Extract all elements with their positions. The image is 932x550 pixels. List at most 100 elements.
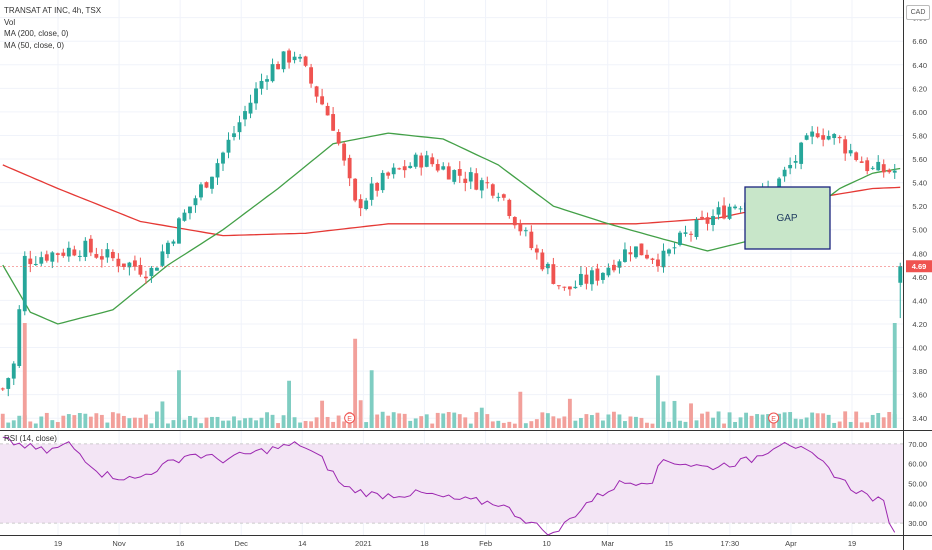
volume-bar [309, 421, 314, 428]
candle-body [182, 212, 187, 221]
candle-body [221, 152, 225, 164]
volume-bar [512, 423, 517, 428]
candle-body [199, 184, 203, 198]
time-tick: 19 [848, 539, 856, 548]
volume-bar [33, 423, 38, 428]
volume-spike [177, 370, 181, 428]
candle-body [810, 131, 815, 137]
candle-body [149, 267, 154, 277]
volume-bar [121, 415, 126, 428]
candle-body [50, 252, 55, 262]
candle-body [876, 161, 881, 171]
candle-body [0, 388, 5, 390]
volume-bar [171, 420, 176, 428]
volume-bar [799, 419, 804, 428]
rsi-tick: 70.00 [908, 440, 927, 449]
volume-bar [61, 415, 66, 428]
volume-bar [507, 421, 512, 428]
price-tick: 4.00 [912, 344, 927, 353]
volume-bar [667, 421, 671, 428]
candle-body [248, 102, 253, 114]
candle-body [281, 51, 286, 70]
volume-bar [199, 423, 203, 428]
rsi-legend[interactable]: RSI (14, close) [4, 434, 57, 443]
candle-body [121, 263, 126, 267]
volume-bar [435, 412, 440, 428]
candle-body [358, 199, 363, 209]
volume-bar [705, 411, 710, 428]
candle-body [733, 206, 737, 209]
candle-body [545, 263, 550, 269]
candle-body [667, 249, 671, 254]
candle-body [11, 363, 16, 379]
volume-bar [188, 415, 192, 428]
volume-bar [771, 422, 776, 428]
time-axis[interactable]: 19 Nov 16 Dec 14 2021 18 Feb 10 Mar 15 17:30 Apr 19 [54, 539, 856, 548]
legend-ma50[interactable]: MA (50, close, 0) [4, 40, 65, 50]
candle-body [298, 56, 303, 59]
volume-bar [683, 421, 688, 428]
candle-body [589, 270, 594, 285]
price-axis[interactable]: 6.806.606.406.206.005.805.605.405.205.00… [906, 14, 932, 424]
earnings-marker [768, 412, 780, 424]
candle-body [17, 309, 22, 367]
candle-body [39, 257, 44, 264]
candle-body [854, 152, 859, 160]
price-tick: 4.40 [912, 296, 927, 305]
price-tick: 3.40 [912, 414, 927, 423]
volume-bar [567, 398, 572, 428]
price-tick: 4.20 [912, 320, 927, 329]
volume-bar [419, 416, 424, 428]
rsi-line [2, 436, 896, 536]
candle-body [463, 178, 468, 183]
candle-body [177, 218, 181, 244]
candle-body [88, 238, 93, 253]
volume-bar [848, 421, 853, 428]
candle-body [424, 155, 429, 167]
time-tick: 10 [542, 539, 550, 548]
volume-bar [595, 412, 600, 428]
candle-body [402, 166, 407, 171]
volume-bar [132, 417, 137, 428]
candle-body [457, 169, 462, 176]
candle-body [380, 172, 385, 191]
candle-body [716, 207, 721, 215]
candlesticks[interactable] [0, 48, 903, 397]
volume-bar [72, 415, 77, 428]
volume-bar [99, 414, 104, 428]
volume-bar [446, 412, 451, 428]
volume-bar [870, 414, 875, 428]
candle-body [397, 168, 402, 170]
volume-bar [672, 400, 677, 428]
volume-bar [28, 421, 33, 428]
gap-annotation[interactable]: GAP [0, 186, 903, 267]
volume-bar [523, 423, 528, 428]
volume-bar [83, 413, 88, 428]
volume-bar [562, 416, 567, 428]
volume-bar [375, 414, 380, 428]
volume-bar [556, 418, 561, 428]
candle-body [143, 276, 148, 279]
earnings-label: E [771, 416, 776, 423]
symbol-title[interactable]: TRANSAT AT INC, 4h, TSX [4, 6, 102, 15]
volume-bar [452, 412, 457, 428]
candle-body [584, 274, 589, 284]
candle-body [711, 216, 715, 226]
candle-body [501, 194, 506, 198]
volume-bar [700, 413, 704, 428]
volume-bar [859, 422, 864, 428]
legend-vol[interactable]: Vol [4, 17, 16, 27]
currency-badge[interactable]: CAD [906, 5, 930, 20]
candle-body [105, 249, 110, 258]
volume-bar [143, 414, 148, 428]
candle-body [375, 183, 380, 191]
volume-bar [529, 421, 534, 428]
candle-body [793, 160, 798, 163]
candle-body [452, 170, 457, 182]
volume-bar [154, 411, 159, 428]
legend-ma200[interactable]: MA (200, close, 0) [4, 29, 69, 38]
candle-body [617, 261, 622, 268]
time-tick: 16 [176, 539, 184, 548]
